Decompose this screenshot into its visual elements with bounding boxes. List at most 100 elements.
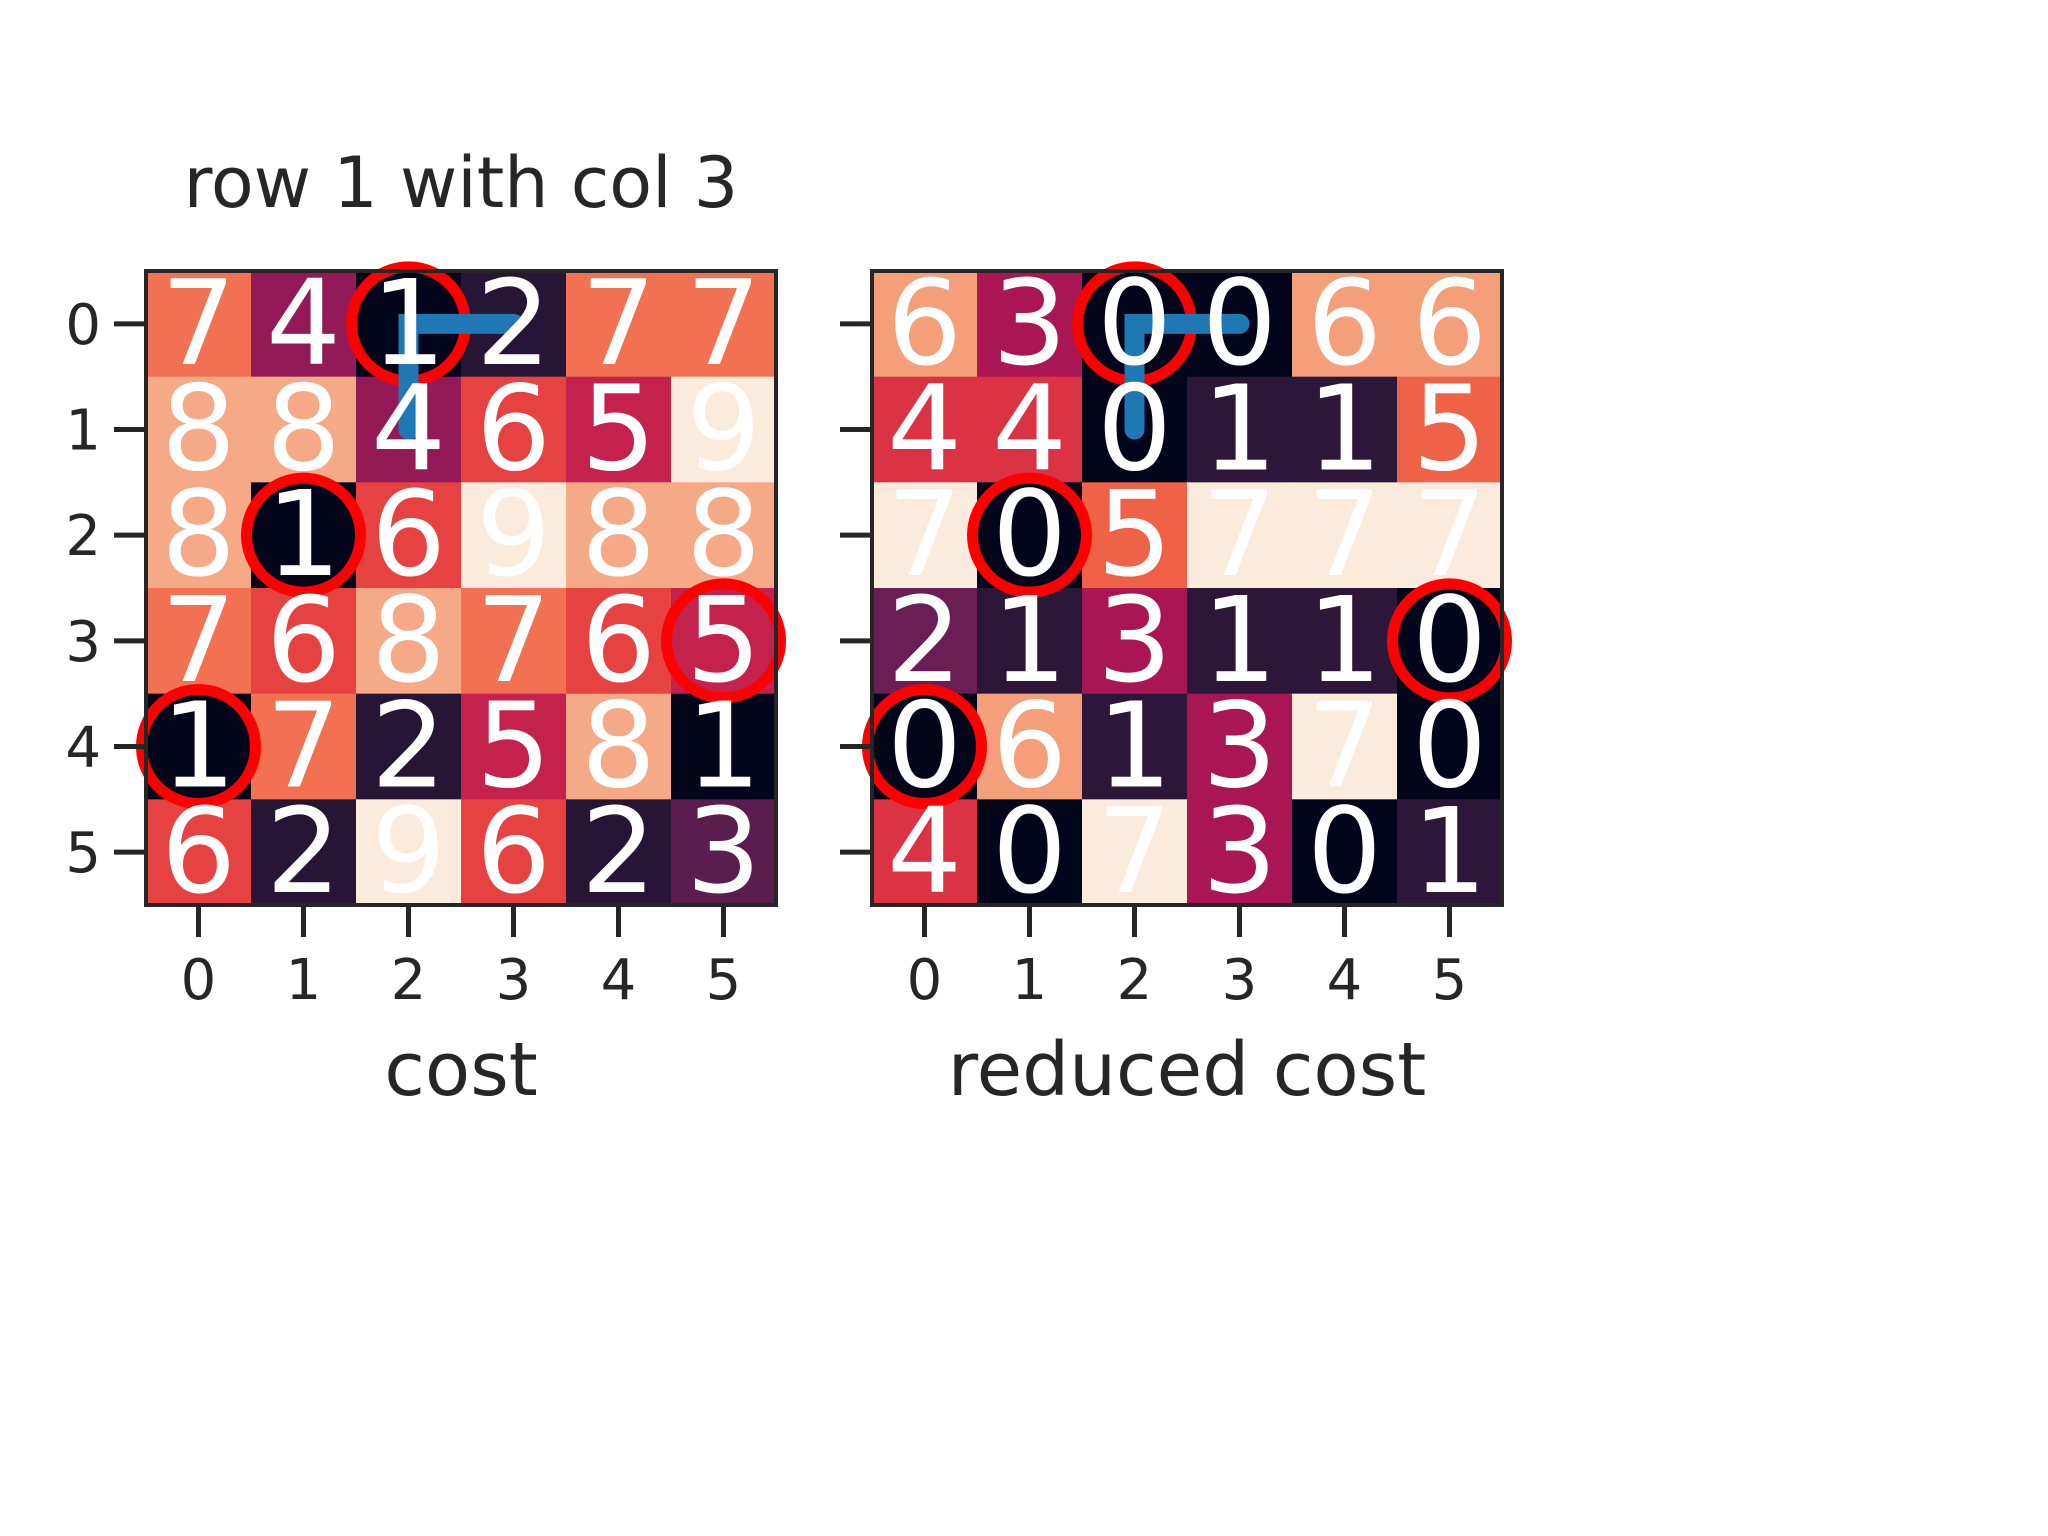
heatmap-cell [1292, 588, 1398, 695]
cell-value-label: 6 [1307, 254, 1382, 392]
cell-value-label: 5 [476, 677, 551, 815]
x-axis-label: reduced cost [948, 1027, 1426, 1113]
heatmap-cell [1187, 693, 1293, 800]
augmenting-path [398, 313, 524, 440]
cell-value-label: 0 [1202, 254, 1277, 392]
heatmap-cell [461, 693, 567, 800]
heatmap-cell [1397, 588, 1503, 695]
heatmap-cell [566, 376, 672, 483]
heatmap-cell [146, 799, 252, 906]
heatmap-cell [251, 588, 357, 695]
cell-value-label: 6 [266, 571, 341, 709]
cell-value-label: 6 [161, 782, 236, 920]
selection-circle [661, 578, 786, 704]
heatmap-cell [1187, 376, 1293, 483]
heatmap-cell [461, 588, 567, 695]
axes-frame [144, 269, 778, 907]
cell-value-label: 4 [266, 254, 341, 392]
heatmap-cell [1397, 799, 1503, 906]
cell-value-label: 7 [686, 254, 761, 392]
cell-value-label: 8 [161, 465, 236, 603]
heatmap-cell [566, 271, 672, 378]
x-tick-label: 4 [1327, 948, 1363, 1013]
heatmap-cell [671, 482, 777, 589]
heatmap-cell [356, 799, 462, 906]
heatmap-cell [566, 693, 672, 800]
cost-heatmap-panel: 7 4 1 2 7 78 8 4 6 5 98 1 6 9 8 87 6 8 7 6 51 7 2 5 8 16 2 9 6 2 30123… [65, 142, 786, 1113]
cell-value-label: 0 [1412, 571, 1487, 709]
heatmap-cell [356, 693, 462, 800]
heatmap-cell [146, 376, 252, 483]
cell-value-label: 3 [1097, 571, 1172, 709]
heatmap-cell [671, 799, 777, 906]
heatmap-cell [1082, 482, 1188, 589]
heatmap-cell [251, 376, 357, 483]
axes-frame [870, 269, 1504, 907]
augmenting-path [1124, 313, 1250, 440]
heatmap-cell [1187, 482, 1293, 589]
cell-value-label: 2 [266, 782, 341, 920]
cell-value-label: 9 [686, 360, 761, 498]
cell-value-label: 3 [992, 254, 1067, 392]
x-axis-label: cost [384, 1027, 538, 1113]
cell-value-label: 5 [686, 571, 761, 709]
heatmap-cell [977, 376, 1083, 483]
cell-value-label: 1 [1412, 782, 1487, 920]
cell-value-label: 4 [992, 360, 1067, 498]
cell-value-label: 1 [992, 571, 1067, 709]
heatmap-cell [1397, 271, 1503, 378]
x-tick-label: 0 [181, 948, 217, 1013]
cell-value-label: 1 [1307, 571, 1382, 709]
heatmap-cell [872, 271, 978, 378]
heatmap-cell [977, 271, 1083, 378]
cell-value-label: 0 [992, 782, 1067, 920]
heatmap-cell [461, 482, 567, 589]
cell-value-label: 2 [581, 782, 656, 920]
reduced-cost-heatmap-panel: 6 3 0 0 6 64 4 0 1 1 57 0 5 7 7 72 1 3 1 1 00 6 1 3 7 04 0 7 3 0 10 1 2 3… [840, 254, 1512, 1113]
heatmap-cell [977, 482, 1083, 589]
heatmap-cell [251, 799, 357, 906]
cell-value-label: 2 [887, 571, 962, 709]
cell-value-label: 9 [371, 782, 446, 920]
x-tick-label: 2 [391, 948, 427, 1013]
cell-value-label: 8 [581, 677, 656, 815]
heatmap-cell [872, 588, 978, 695]
heatmap-cell [1292, 693, 1398, 800]
cell-value-label: 7 [887, 465, 962, 603]
cell-value-label: 4 [887, 360, 962, 498]
cell-value-label: 0 [887, 677, 962, 815]
cell-value-label: 1 [1097, 677, 1172, 815]
cell-value-label: 0 [1097, 360, 1172, 498]
y-tick-label: 4 [65, 716, 101, 781]
heatmap-cell [1082, 588, 1188, 695]
cell-value-label: 6 [1412, 254, 1487, 392]
cell-value-label: 9 [476, 465, 551, 603]
heatmap-cell [356, 482, 462, 589]
cell-value-label: 0 [1097, 254, 1172, 392]
cell-value-label: 6 [992, 677, 1067, 815]
selection-circle [1387, 578, 1512, 704]
heatmap-cell [977, 799, 1083, 906]
heatmap-cell [671, 693, 777, 800]
selection-circle [241, 472, 366, 598]
x-tick-label: 4 [601, 948, 637, 1013]
cell-value-label: 5 [581, 360, 656, 498]
cell-value-label: 6 [476, 360, 551, 498]
cell-value-label: 0 [1307, 782, 1382, 920]
cell-value-label: 3 [1202, 782, 1277, 920]
cell-value-label: 7 [161, 571, 236, 709]
cell-value-label: 7 [581, 254, 656, 392]
x-tick-label: 1 [286, 948, 322, 1013]
heatmap-cell [1292, 799, 1398, 906]
heatmap-cell [356, 588, 462, 695]
heatmap-cell [251, 271, 357, 378]
x-tick-label: 1 [1012, 948, 1048, 1013]
heatmap-cell [671, 376, 777, 483]
cell-value-label: 1 [371, 254, 446, 392]
cell-value-label: 8 [371, 571, 446, 709]
y-tick-label: 3 [65, 610, 101, 675]
heatmap-cell [566, 588, 672, 695]
heatmap-cell [1397, 482, 1503, 589]
heatmap-cell [1397, 376, 1503, 483]
